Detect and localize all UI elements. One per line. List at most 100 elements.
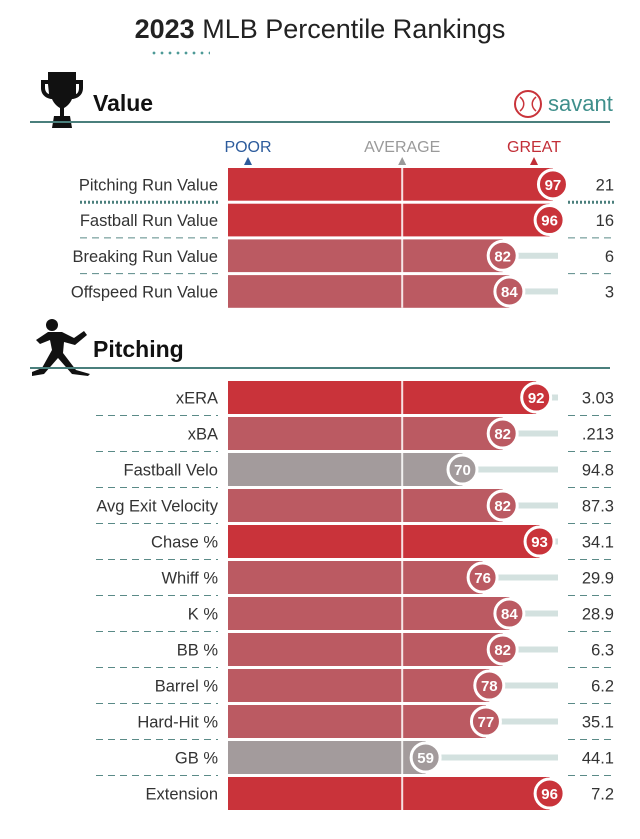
percentile-label: 97	[545, 177, 562, 194]
bar-pitching-5	[228, 561, 483, 594]
track-value-2	[502, 252, 558, 259]
stat-value: 28.9	[582, 606, 614, 624]
percentile-label: 82	[494, 498, 511, 515]
category-label: Extension	[146, 786, 218, 804]
percentile-label: 84	[501, 284, 518, 301]
stat-value: .213	[582, 426, 614, 444]
percentile-label: 82	[494, 248, 511, 265]
value-section-rule	[30, 121, 610, 123]
bar-pitching-11	[228, 777, 550, 810]
bar-value-0	[228, 168, 553, 201]
bar-pitching-10	[228, 741, 426, 774]
pitching-section-rule	[30, 367, 610, 369]
bar-pitching-3	[228, 489, 503, 522]
track-pitching-3	[502, 502, 558, 509]
category-label: K %	[188, 606, 219, 624]
bar-pitching-7	[228, 633, 503, 666]
percentile-label: 76	[474, 570, 491, 587]
category-label: Offspeed Run Value	[71, 283, 218, 301]
bar-pitching-4	[228, 525, 540, 558]
percentile-label: 78	[481, 678, 498, 695]
category-label: BB %	[177, 642, 219, 660]
scale-label-average: AVERAGE	[364, 139, 440, 156]
track-pitching-5	[482, 574, 558, 581]
stat-value: 34.1	[582, 534, 614, 552]
savant-brand: savant	[548, 91, 613, 116]
track-value-3	[509, 288, 558, 295]
track-pitching-1	[502, 430, 558, 437]
percentile-label: 59	[417, 750, 434, 767]
stat-value: 6	[605, 248, 614, 266]
stat-value: 6.2	[591, 678, 614, 696]
percentile-circle	[469, 705, 502, 738]
scale-label-great: GREAT	[507, 139, 561, 156]
bar-value-2	[228, 239, 503, 273]
percentile-label: 92	[528, 390, 545, 407]
percentile-circle	[409, 741, 442, 774]
percentile-circle	[533, 204, 566, 237]
percentile-circle	[493, 597, 526, 630]
pitcher-icon	[32, 319, 90, 376]
category-label: Pitching Run Value	[79, 176, 218, 194]
stat-value: 16	[596, 212, 614, 230]
bar-pitching-8	[228, 669, 490, 702]
bar-value-1	[228, 203, 550, 237]
track-pitching-6	[509, 610, 558, 617]
stat-value: 94.8	[582, 462, 614, 480]
track-pitching-9	[485, 718, 558, 725]
stat-value: 6.3	[591, 642, 614, 660]
percentile-circle	[466, 561, 499, 594]
title-underline	[150, 51, 210, 55]
percentile-circle	[486, 417, 519, 450]
percentile-circle	[486, 239, 519, 272]
category-label: xBA	[188, 426, 218, 444]
track-pitching-8	[489, 682, 558, 689]
percentile-label: 77	[478, 714, 495, 731]
bar-pitching-0	[228, 381, 537, 414]
percentile-circle	[446, 453, 479, 486]
bar-pitching-9	[228, 705, 486, 738]
stat-value: 7.2	[591, 786, 614, 804]
track-pitching-2	[462, 466, 558, 473]
percentile-label: 96	[541, 786, 558, 803]
bar-value-3	[228, 275, 510, 308]
percentile-circle	[486, 633, 519, 666]
percentile-circle	[473, 669, 506, 702]
category-label: GB %	[175, 750, 218, 768]
savant-logo-icon	[514, 90, 542, 118]
bar-pitching-6	[228, 597, 510, 630]
category-label: Avg Exit Velocity	[96, 498, 218, 516]
pitching-section-title: Pitching	[93, 336, 184, 362]
percentile-label: 93	[531, 534, 548, 551]
stat-value: 3.03	[582, 390, 614, 408]
percentile-label: 82	[494, 426, 511, 443]
percentile-circle	[533, 777, 566, 810]
percentile-circle	[486, 489, 519, 522]
category-label: Chase %	[151, 534, 218, 552]
category-label: xERA	[176, 390, 218, 408]
stat-value: 21	[596, 176, 614, 194]
percentile-label: 70	[454, 462, 471, 479]
scale-label-poor-marker	[244, 157, 252, 165]
stat-value: 3	[605, 283, 614, 301]
scale-label-poor: POOR	[224, 139, 271, 156]
title-text: MLB Percentile Rankings	[202, 14, 506, 44]
scale-label-average-marker	[398, 157, 407, 165]
value-section-title: Value	[93, 90, 154, 116]
percentile-circle	[536, 168, 569, 201]
percentile-label: 84	[501, 606, 518, 623]
page-title: 2023 MLB Percentile Rankings	[0, 14, 640, 45]
category-label: Barrel %	[155, 678, 219, 696]
category-label: Fastball Velo	[124, 462, 218, 480]
scale-label-great-marker	[530, 157, 538, 165]
bar-pitching-2	[228, 453, 463, 486]
percentile-label: 96	[541, 213, 558, 230]
stat-value: 29.9	[582, 570, 614, 588]
percentile-label: 82	[494, 642, 511, 659]
percentile-circle	[523, 525, 556, 558]
bar-pitching-1	[228, 417, 503, 450]
stat-value: 44.1	[582, 750, 614, 768]
percentile-circle	[520, 381, 553, 414]
category-label: Fastball Run Value	[80, 212, 218, 230]
